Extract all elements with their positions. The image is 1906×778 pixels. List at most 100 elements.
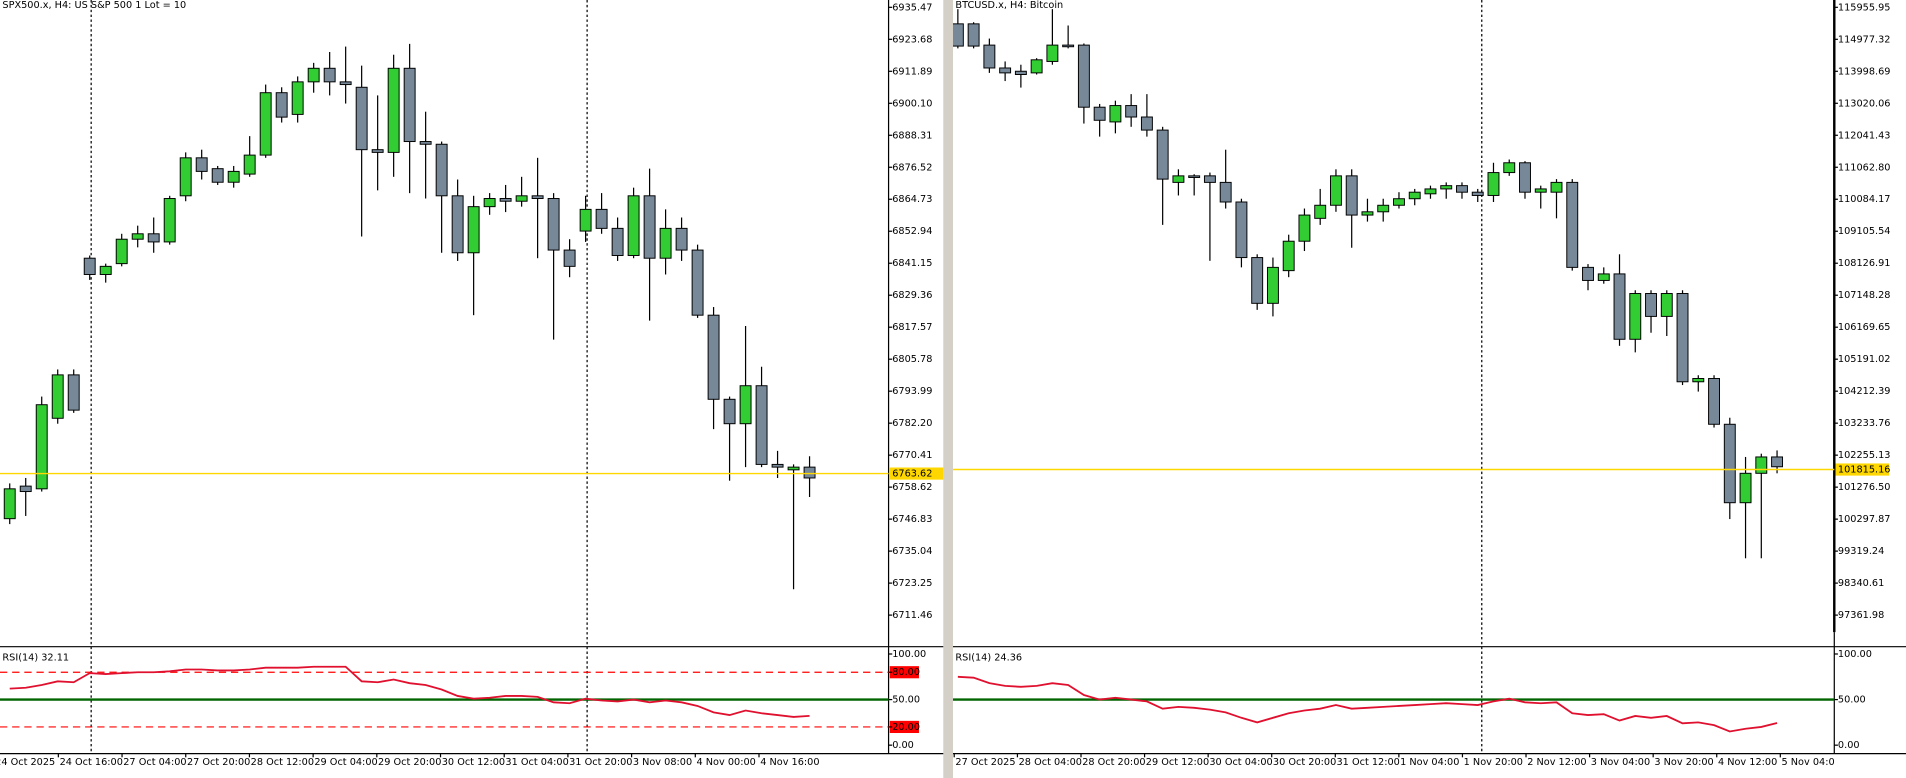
- y-tick-label: 6841.15: [892, 258, 932, 269]
- time-axis: 27 Oct 2025 28 Oct 04:00 28 Oct 20:00 29 Oc…: [953, 753, 1841, 768]
- candle-body: [403, 67, 416, 143]
- current-price-box: [1835, 463, 1889, 476]
- rsi-y-tick-label: 50.00: [1838, 695, 1866, 706]
- rsi-line: [957, 675, 1778, 733]
- y-tick-label: 113020.06: [1838, 98, 1891, 109]
- rsi-y-tick-label: 80.00: [892, 667, 920, 678]
- time-label: 28 Oct 20:00: [1082, 757, 1145, 768]
- candle-body: [1456, 185, 1468, 193]
- candle-body: [259, 92, 272, 156]
- rsi-title: RSI(14) 24.36: [955, 653, 1022, 664]
- y-tick-label: 6852.94: [892, 226, 932, 237]
- candle-body: [1692, 378, 1705, 383]
- time-label: 27 Oct 20:00: [187, 757, 250, 768]
- candle-body: [115, 238, 128, 265]
- price-panel: BTCUSD.x, H4: Bitcoin: [953, 0, 1784, 559]
- y-tick-label: 103233.76: [1838, 418, 1891, 429]
- candle-body: [3, 488, 16, 520]
- time-label: 27 Oct 2025: [955, 757, 1015, 768]
- candle-body: [983, 44, 996, 69]
- time-label: 3 Nov 20:00: [1654, 757, 1713, 768]
- time-label: 3 Nov 08:00: [633, 757, 692, 768]
- candle-body: [1046, 44, 1059, 62]
- candle-body: [163, 198, 176, 243]
- candle-body: [483, 198, 496, 208]
- candle-body: [435, 143, 448, 197]
- y-tick-label: 6746.83: [892, 514, 932, 525]
- candle-body: [1077, 44, 1090, 108]
- time-label: 24 Oct 16:00: [60, 757, 123, 768]
- time-label: 1 Nov 20:00: [1464, 757, 1523, 768]
- candle-body: [1298, 214, 1311, 242]
- time-label: 30 Oct 12:00: [442, 757, 505, 768]
- time-label: 28 Oct 04:00: [1019, 757, 1082, 768]
- candle-body: [1156, 129, 1169, 180]
- candle-body: [563, 249, 576, 267]
- candle-body: [1203, 175, 1216, 183]
- y-tick-label: 107148.28: [1838, 290, 1891, 301]
- time-label: 5 Nov 04:00: [1782, 757, 1841, 768]
- current-price-label: 6763.62: [892, 469, 932, 480]
- candle-body: [307, 67, 320, 83]
- time-label: 29 Oct 12:00: [1146, 757, 1209, 768]
- y-tick-label: 6829.36: [892, 290, 932, 301]
- candle-body: [659, 227, 672, 259]
- candle-body: [51, 374, 64, 419]
- candle-body: [1487, 172, 1500, 196]
- y-tick-label: 6793.99: [892, 386, 932, 397]
- candle-body: [531, 195, 544, 200]
- candle-body: [1723, 423, 1736, 504]
- time-label: 31 Oct 04:00: [505, 757, 568, 768]
- candle-body: [595, 208, 608, 229]
- candle-body: [803, 466, 816, 479]
- candle-body: [1188, 175, 1201, 178]
- rsi-y-tick-label: 0.00: [892, 740, 914, 751]
- time-label: 3 Nov 04:00: [1591, 757, 1650, 768]
- window-separator: [943, 0, 953, 778]
- y-tick-label: 102255.13: [1838, 450, 1891, 461]
- candle-body: [1345, 175, 1358, 216]
- candle-body: [1062, 44, 1075, 48]
- candle-body: [243, 154, 256, 175]
- candle-body: [451, 195, 464, 254]
- candle-body: [1251, 257, 1264, 304]
- candle-body: [467, 206, 480, 254]
- time-label: 28 Oct 12:00: [251, 757, 314, 768]
- y-tick-label: 97361.98: [1838, 610, 1884, 621]
- time-label: 29 Oct 04:00: [314, 757, 377, 768]
- y-tick-label: 106169.65: [1838, 322, 1891, 333]
- candle-body: [1755, 456, 1768, 474]
- y-tick-label: 108126.91: [1838, 258, 1891, 269]
- candle-body: [1109, 105, 1122, 123]
- candle-body: [131, 233, 144, 240]
- candle-body: [1424, 188, 1437, 195]
- y-tick-label: 6817.57: [892, 322, 932, 333]
- y-tick-label: 114977.32: [1838, 34, 1891, 45]
- candle-body: [1519, 162, 1531, 193]
- candle-body: [1125, 105, 1138, 118]
- time-label: 4 Nov 12:00: [1718, 757, 1777, 768]
- candle-body: [691, 249, 704, 316]
- chart-title: BTCUSD.x, H4: Bitcoin: [955, 0, 1063, 11]
- candle-body: [195, 157, 208, 172]
- candle-body: [1140, 116, 1153, 131]
- candle-body: [371, 149, 384, 153]
- candle-body: [1660, 293, 1673, 317]
- candle-body: [275, 92, 288, 118]
- y-tick-label: 113998.69: [1838, 66, 1891, 77]
- candle-body: [83, 257, 96, 275]
- candle-body: [99, 265, 112, 275]
- y-tick-label: 101276.50: [1838, 482, 1891, 493]
- chart-title: SPX500.x, H4: US S&P 500 1 Lot = 10: [2, 0, 186, 11]
- candle-body: [1582, 266, 1594, 281]
- candle-body: [1014, 70, 1027, 76]
- rsi-level-box: [889, 666, 919, 679]
- time-label: 24 Oct 2025: [0, 757, 55, 768]
- y-tick-label: 115955.95: [1838, 2, 1891, 13]
- candle-body: [627, 195, 640, 256]
- time-label: 27 Oct 04:00: [123, 757, 186, 768]
- candle-body: [1550, 181, 1563, 193]
- candle-body: [1471, 191, 1484, 196]
- candle-body: [211, 168, 224, 183]
